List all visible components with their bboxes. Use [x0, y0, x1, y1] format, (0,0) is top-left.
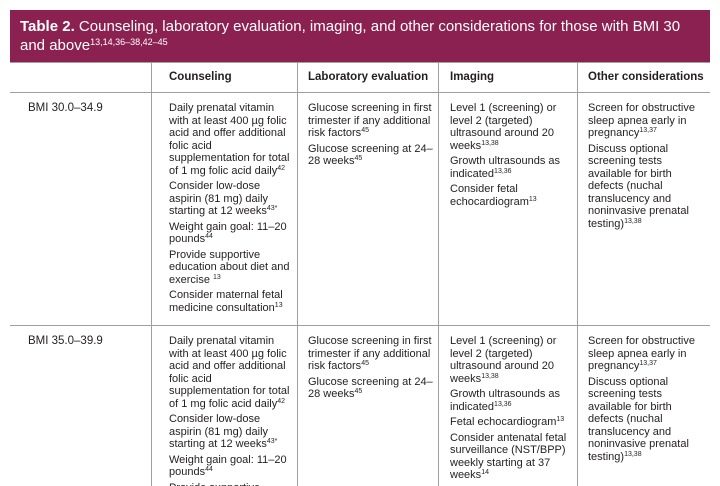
row-label: BMI 30.0–34.9 [28, 102, 103, 114]
cell-item-text: Screen for obstructive sleep apnea early… [588, 102, 695, 139]
reference-superscript: 13,38 [481, 372, 499, 380]
header-other: Other considerations [588, 71, 704, 83]
cell-item: Glucose screening in first trimester if … [308, 102, 434, 140]
cell-item-text: Discuss optional screening tests availab… [588, 142, 689, 230]
column-divider [297, 62, 298, 486]
row-label: BMI 35.0–39.9 [28, 335, 103, 347]
reference-superscript: 43* [266, 438, 278, 445]
cell-item-text: Glucose screening at 24–28 weeks [308, 142, 433, 168]
cell-item: Growth ultrasounds as indicated13,36 [450, 388, 572, 413]
reference-superscript: 45 [361, 360, 369, 367]
table-number: Table 2. [20, 18, 75, 35]
row-2-counseling: Daily prenatal vitamin with at least 400… [169, 335, 294, 486]
row-1-other: Screen for obstructive sleep apnea early… [588, 102, 708, 233]
reference-superscript: 44 [205, 233, 213, 240]
row-1-laboratory: Glucose screening in first trimester if … [308, 102, 434, 171]
column-divider [577, 62, 578, 486]
reference-superscript: 42 [277, 164, 286, 172]
reference-superscript: 45 [354, 155, 363, 162]
cell-item: Provide supportive education about diet … [169, 249, 294, 287]
cell-item: Consider fetal echocardiogram13 [450, 183, 572, 208]
header-counseling: Counseling [169, 71, 232, 83]
cell-item: Growth ultrasounds as indicated13,36 [450, 155, 572, 180]
reference-superscript: 13,37 [639, 127, 657, 134]
cell-item-text: Level 1 (screening) or level 2 (targeted… [450, 102, 557, 152]
cell-item: Weight gain goal: 11–20 pounds44 [169, 221, 294, 246]
cell-item: Discuss optional screening tests availab… [588, 143, 708, 231]
cell-item: Provide supportive [169, 482, 294, 486]
cell-item-text: Glucose screening in first trimester if … [308, 335, 432, 372]
column-divider [438, 62, 439, 486]
row-rule [10, 325, 710, 326]
cell-item: Daily prenatal vitamin with at least 400… [169, 102, 294, 177]
considerations-table: Counseling Laboratory evaluation Imaging… [10, 62, 710, 486]
cell-item: Screen for obstructive sleep apnea early… [588, 335, 708, 373]
cell-item: Weight gain goal: 11–20 pounds44 [169, 454, 294, 479]
cell-item-text: Consider fetal echocardiogram [450, 183, 529, 208]
reference-superscript: 44 [205, 466, 213, 473]
cell-item: Level 1 (screening) or level 2 (targeted… [450, 335, 572, 385]
reference-superscript: 45 [361, 127, 369, 134]
reference-superscript: 13,37 [639, 360, 657, 367]
row-2-other: Screen for obstructive sleep apnea early… [588, 335, 708, 466]
header-imaging: Imaging [450, 71, 495, 83]
table-title-refs: 13,14,36–38,42–45 [90, 37, 168, 47]
cell-item-text: Fetal echocardiogram [450, 416, 557, 428]
table-rule [10, 62, 710, 63]
reference-superscript: 13 [213, 273, 221, 281]
header-rule [10, 92, 710, 93]
cell-item: Consider maternal fetal medicine consult… [169, 289, 294, 314]
cell-item: Fetal echocardiogram13 [450, 416, 572, 429]
cell-item-text: Daily prenatal vitamin with at least 400… [169, 335, 290, 410]
row-1-counseling: Daily prenatal vitamin with at least 400… [169, 102, 294, 317]
row-1-imaging: Level 1 (screening) or level 2 (targeted… [450, 102, 572, 211]
cell-item: Glucose screening at 24–28 weeks45 [308, 143, 434, 168]
column-divider [151, 62, 152, 486]
cell-item-text: Level 1 (screening) or level 2 (targeted… [450, 335, 557, 385]
reference-superscript: 14 [481, 469, 489, 476]
reference-superscript: 45 [354, 388, 363, 395]
cell-item-text: Consider low-dose aspirin (81 mg) daily … [169, 180, 269, 217]
row-2-laboratory: Glucose screening in first trimester if … [308, 335, 434, 404]
cell-item: Discuss optional screening tests availab… [588, 376, 708, 464]
cell-item-text: Growth ultrasounds as indicated [450, 388, 561, 413]
cell-item-text: Weight gain goal: 11–20 pounds [169, 220, 287, 246]
cell-item: Level 1 (screening) or level 2 (targeted… [450, 102, 572, 152]
reference-superscript: 42 [277, 397, 286, 405]
cell-item-text: Consider low-dose aspirin (81 mg) daily … [169, 413, 269, 450]
header-laboratory: Laboratory evaluation [308, 71, 429, 83]
cell-item-text: Provide supportive [169, 482, 260, 486]
cell-item-text: Screen for obstructive sleep apnea early… [588, 335, 695, 372]
reference-superscript: 13,38 [481, 139, 499, 147]
cell-item-text: Growth ultrasounds as indicated [450, 155, 561, 180]
table-title-text: Counseling, laboratory evaluation, imagi… [20, 18, 681, 54]
cell-item-text: Daily prenatal vitamin with at least 400… [169, 102, 290, 177]
cell-item-text: Glucose screening at 24–28 weeks [308, 375, 433, 401]
reference-superscript: 13,36 [494, 400, 512, 408]
table-title: Table 2. Counseling, laboratory evaluati… [10, 10, 710, 62]
cell-item-text: Glucose screening in first trimester if … [308, 102, 432, 139]
cell-item: Daily prenatal vitamin with at least 400… [169, 335, 294, 410]
cell-item: Consider low-dose aspirin (81 mg) daily … [169, 180, 294, 218]
reference-superscript: 13 [528, 195, 537, 203]
cell-item: Glucose screening in first trimester if … [308, 335, 434, 373]
reference-superscript: 13,36 [494, 167, 512, 175]
cell-item-text: Consider maternal fetal medicine consult… [169, 289, 283, 314]
cell-item-text: Consider antenatal fetal surveillance (N… [450, 431, 567, 482]
cell-item: Screen for obstructive sleep apnea early… [588, 102, 708, 140]
cell-item-text: Discuss optional screening tests availab… [588, 375, 689, 463]
cell-item: Consider antenatal fetal surveillance (N… [450, 432, 572, 482]
cell-item: Glucose screening at 24–28 weeks45 [308, 376, 434, 401]
reference-superscript: 43* [266, 205, 278, 212]
reference-superscript: 13 [274, 301, 283, 309]
cell-item: Consider low-dose aspirin (81 mg) daily … [169, 413, 294, 451]
reference-superscript: 13,38 [624, 450, 642, 458]
reference-superscript: 13 [556, 416, 565, 423]
cell-item-text: Provide supportive education about diet … [169, 248, 290, 286]
row-2-imaging: Level 1 (screening) or level 2 (targeted… [450, 335, 572, 485]
reference-superscript: 13,38 [624, 217, 642, 225]
cell-item-text: Weight gain goal: 11–20 pounds [169, 453, 287, 479]
